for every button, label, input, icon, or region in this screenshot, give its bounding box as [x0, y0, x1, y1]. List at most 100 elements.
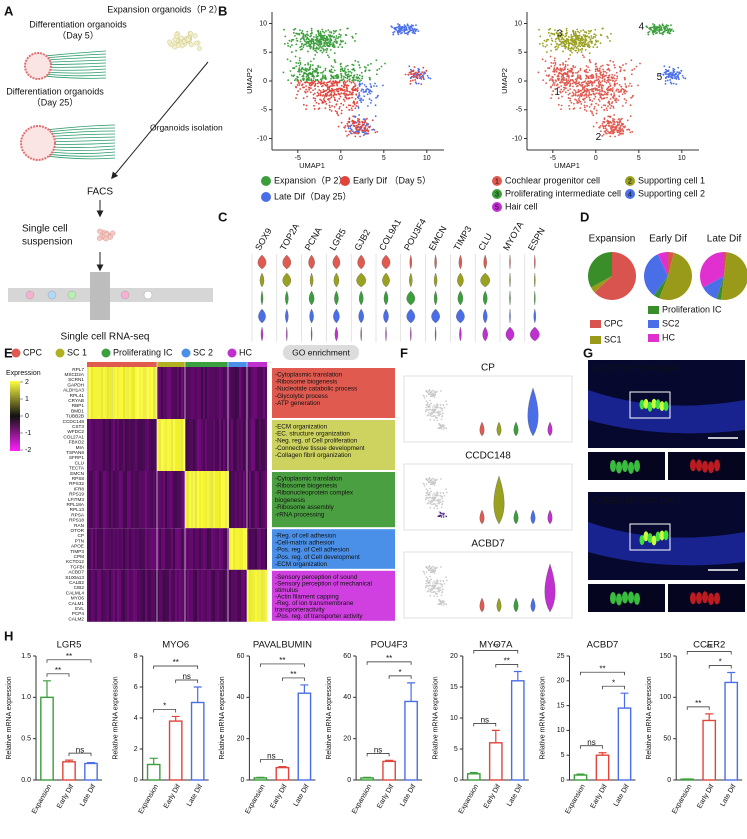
umap-cell	[335, 94, 337, 96]
umap-cell	[317, 95, 319, 97]
feature-cell	[434, 480, 436, 482]
feature-cell	[433, 591, 435, 593]
umap-cell	[342, 40, 344, 42]
umap-cell	[320, 78, 322, 80]
umap-cell	[597, 68, 599, 70]
umap-cell	[421, 71, 423, 73]
umap-cell	[295, 43, 297, 45]
umap-cell	[343, 83, 345, 85]
heatmap-cell	[131, 419, 133, 471]
x-tick-label: Expansion	[564, 783, 586, 815]
feature-cell	[436, 499, 438, 501]
heatmap-cell	[209, 471, 211, 528]
umap-cell	[370, 63, 372, 65]
y-tick-label: 0	[134, 777, 138, 784]
umap-cell	[323, 82, 325, 84]
umap-cell	[324, 83, 326, 85]
umap-cell	[307, 51, 309, 53]
umap-cell	[429, 78, 431, 80]
umap-cell	[306, 73, 308, 75]
heatmap-cell	[179, 419, 181, 471]
y-tick-label: 0	[454, 777, 458, 784]
feature-cell	[441, 428, 443, 430]
umap-cell	[314, 54, 316, 56]
umap-cell	[311, 28, 313, 30]
umap-cell	[299, 74, 301, 76]
heatmap-cell	[197, 419, 199, 471]
heatmap-cell	[193, 471, 195, 528]
feature-cell	[427, 402, 429, 404]
umap-cell	[290, 60, 292, 62]
umap-cell	[622, 64, 624, 66]
umap-cell	[348, 121, 350, 123]
y-tick-label: 5	[561, 752, 565, 759]
umap-cell	[363, 134, 365, 136]
legend-number: 2	[628, 178, 632, 185]
heatmap-cell	[163, 471, 165, 528]
inset-cell	[634, 593, 640, 605]
umap-cell	[403, 31, 405, 33]
feature-cell	[429, 566, 431, 568]
umap-cell	[417, 30, 419, 32]
umap-cell	[671, 77, 673, 79]
umap-cell	[365, 86, 367, 88]
umap-cell	[572, 73, 574, 75]
umap-cell	[341, 113, 343, 115]
organoid-fiber	[48, 74, 106, 75]
feature-cell	[434, 584, 436, 586]
heatmap-cell	[145, 471, 147, 528]
y-tick-label: 15	[557, 702, 565, 709]
umap-cell	[603, 127, 605, 129]
umap-cell	[667, 80, 669, 82]
umap-cell	[573, 32, 575, 34]
umap-cell	[600, 82, 602, 84]
umap-cell	[590, 81, 592, 83]
heatmap-cell	[121, 367, 123, 419]
heatmap-cell	[121, 528, 123, 570]
umap-cell	[602, 69, 604, 71]
umap-cell	[366, 89, 368, 91]
umap-cell	[572, 95, 574, 97]
umap-cell	[614, 74, 616, 76]
bar	[41, 697, 53, 780]
umap-cell	[591, 41, 593, 43]
violin	[483, 327, 488, 341]
inset-cell	[690, 592, 696, 604]
umap-cell	[588, 95, 590, 97]
inset-cell	[634, 460, 640, 472]
umap-cell	[596, 74, 598, 76]
umap-cell	[332, 42, 334, 44]
umap-cell	[423, 73, 425, 75]
legend-label: Late Dif（Day 25）	[274, 191, 352, 201]
heatmap-cell	[87, 570, 89, 622]
umap-cell	[381, 66, 383, 68]
pie-title: Expansion	[589, 234, 636, 245]
heatmap-cell	[241, 367, 243, 419]
heatmap-cell	[181, 471, 183, 528]
violin	[484, 255, 487, 269]
umap-cell	[291, 51, 293, 53]
umap-cell	[601, 87, 603, 89]
stain-label: MYO7A	[625, 363, 657, 373]
inset-cell	[714, 459, 720, 471]
umap-cell	[328, 56, 330, 58]
umap-cell	[300, 69, 302, 71]
umap-cell	[549, 67, 551, 69]
umap-cell	[348, 109, 350, 111]
umap-cell	[577, 74, 579, 76]
umap-cell	[553, 82, 555, 84]
umap-cell	[329, 98, 331, 100]
violin	[459, 255, 462, 269]
umap-cell	[322, 74, 324, 76]
heatmap-cell	[135, 528, 137, 570]
umap-cell	[407, 74, 409, 76]
step-label: suspension	[22, 237, 73, 248]
violin	[434, 291, 437, 305]
umap-cell	[609, 60, 611, 62]
umap-cell	[594, 44, 596, 46]
umap-cell	[560, 92, 562, 94]
violin	[534, 309, 536, 323]
go-term: -ATP generation	[275, 400, 321, 407]
significance-label: **	[279, 656, 285, 665]
umap-cell	[367, 64, 369, 66]
